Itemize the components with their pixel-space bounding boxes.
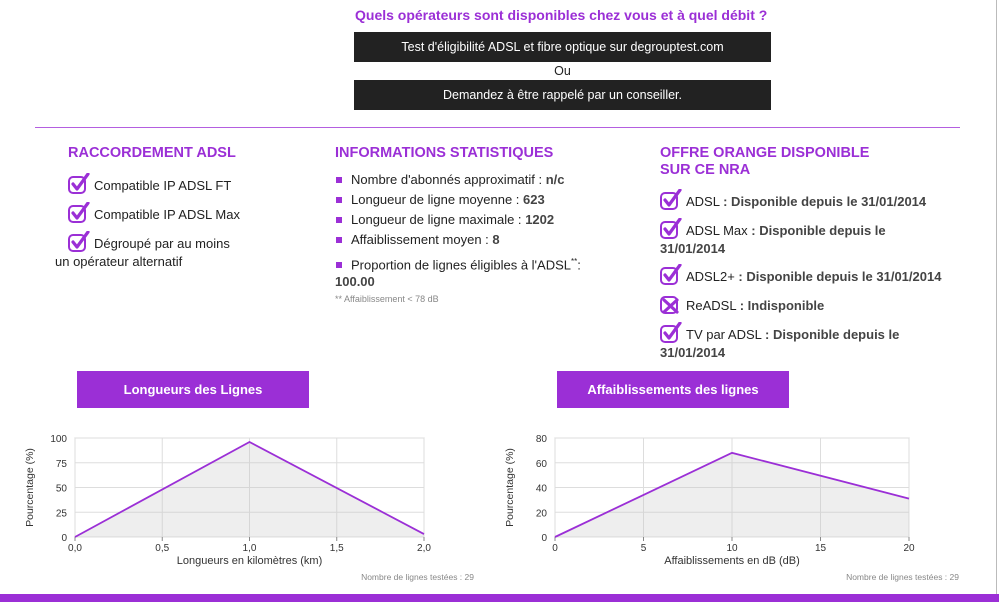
stat-sup: **	[571, 257, 578, 266]
offer-item: ADSL2+ : Disponible depuis le 31/01/2014	[660, 264, 941, 286]
area	[75, 441, 424, 537]
y-axis-label: Pourcentage (%)	[24, 448, 36, 527]
divider	[35, 127, 960, 128]
stat: Longueur de ligne moyenne : 623	[335, 191, 595, 208]
x-tick-label: 1,5	[330, 543, 344, 554]
x-tick-label: 1,0	[243, 543, 257, 554]
y-tick-label: 50	[56, 484, 68, 495]
chart-note: Nombre de lignes testées : 29	[361, 572, 474, 582]
y-tick-label: 0	[61, 533, 67, 544]
x-axis-label: Longueurs en kilomètres (km)	[177, 555, 323, 567]
feature-text: Dégroupé par au moins un opérateur alter…	[55, 236, 230, 269]
feature: Compatible IP ADSL Max	[55, 202, 240, 224]
offer-item: ReADSL : Indisponible	[660, 293, 908, 315]
title-line: SUR CE NRA	[660, 162, 751, 178]
footer-bar	[0, 594, 999, 602]
stat-label: Nombre d'abonnés approximatif :	[351, 172, 543, 187]
section-title: RACCORDEMENT ADSL	[68, 145, 236, 161]
title-line: OFFRE ORANGE DISPONIBLE	[660, 145, 870, 161]
stat-label: Longueur de ligne maximale :	[351, 212, 522, 227]
x-tick-label: 0	[552, 543, 558, 554]
cross-icon	[660, 293, 682, 315]
chart-title: Longueurs des Lignes	[124, 382, 263, 397]
question: Quels opérateurs sont disponibles chez v…	[355, 7, 768, 23]
check-icon	[68, 173, 90, 195]
x-tick-label: 0,5	[155, 543, 169, 554]
offer-status: : Disponible depuis le 31/01/2014	[723, 194, 927, 209]
x-tick-label: 20	[903, 543, 915, 554]
y-tick-label: 0	[541, 533, 547, 544]
check-icon	[68, 202, 90, 224]
x-tick-label: 2,0	[417, 543, 431, 554]
stat-value: 1202	[525, 212, 555, 227]
line	[554, 451, 910, 538]
feature-text: Compatible IP ADSL Max	[94, 207, 240, 222]
check-icon	[68, 231, 90, 253]
offer-name: TV par ADSL	[686, 327, 762, 342]
stat: Nombre d'abonnés approximatif : n/c	[335, 171, 595, 188]
stat-value: n/c	[545, 172, 565, 187]
offer-status: : Disponible depuis le 31/01/2014	[660, 327, 900, 360]
feature: Dégroupé par au moins un opérateur alter…	[55, 231, 240, 270]
stat: Longueur de ligne maximale : 1202	[335, 211, 595, 228]
title-box	[77, 371, 309, 408]
offer-status: : Disponible depuis le 31/01/2014	[660, 223, 886, 256]
stat-value: 100.00	[335, 274, 375, 290]
y-tick-label: 25	[56, 508, 68, 519]
section-title: INFORMATIONS STATISTIQUES	[335, 145, 554, 161]
offer-item: ADSL : Disponible depuis le 31/01/2014	[660, 189, 926, 211]
chart-note: Nombre de lignes testées : 29	[846, 572, 959, 582]
check-icon	[660, 218, 682, 240]
x-tick-label: 0,0	[68, 543, 82, 554]
x-tick-label: 5	[641, 543, 647, 554]
eligibility-button[interactable]: Test d'éligibilité ADSL et fibre optique…	[354, 32, 771, 62]
area	[555, 452, 909, 537]
stat-label: Proportion de lignes éligibles à l'ADSL	[351, 257, 571, 273]
stats: INFORMATIONS STATISTIQUES Nombre d'abonn…	[335, 145, 595, 304]
stat: Affaiblissement moyen : 8	[335, 231, 595, 248]
separator: Ou	[554, 64, 571, 78]
stat-label: Longueur de ligne moyenne :	[351, 192, 520, 207]
x-tick-label: 15	[815, 543, 827, 554]
x-axis-label: Affaiblissements en dB (dB)	[664, 555, 800, 567]
y-tick-label: 75	[56, 459, 68, 470]
offer-item: ADSL Max : Disponible depuis le 31/01/20…	[660, 218, 908, 257]
x-tick-label: 10	[726, 543, 738, 554]
edge	[996, 0, 997, 594]
y-tick-label: 40	[536, 484, 548, 495]
offer-name: ADSL2+	[686, 269, 735, 284]
footnote: ** Affaiblissement < 78 dB	[335, 294, 439, 305]
check-icon	[660, 264, 682, 286]
y-tick-label: 60	[536, 459, 548, 470]
y-tick-label: 20	[536, 508, 548, 519]
y-axis-label: Pourcentage (%)	[504, 448, 516, 527]
offer-status: : Indisponible	[739, 298, 825, 313]
feature: Compatible IP ADSL FT	[55, 173, 240, 195]
offer-name: ADSL	[686, 194, 720, 209]
check-icon	[660, 189, 682, 211]
offer-item: TV par ADSL : Disponible depuis le 31/01…	[660, 322, 908, 361]
chart-title: Affaiblissements des lignes	[587, 382, 758, 397]
stat-label: Affaiblissement moyen :	[351, 232, 489, 247]
offer: OFFRE ORANGE DISPONIBLE SUR CE NRA ADSL :…	[660, 145, 941, 368]
line	[74, 440, 425, 538]
offer-name: ReADSL	[686, 298, 737, 313]
section-title: OFFRE ORANGE DISPONIBLE SUR CE NRA	[660, 145, 908, 179]
title-box	[557, 371, 789, 408]
raccordement: RACCORDEMENT ADSL Compatible IP ADSL FT …	[55, 145, 240, 277]
stat-value: 623	[523, 192, 545, 207]
y-tick-label: 100	[50, 434, 67, 445]
check-icon	[660, 322, 682, 344]
callback-button[interactable]: Demandez à être rappelé par un conseille…	[354, 80, 771, 110]
offer-status: : Disponible depuis le 31/01/2014	[738, 269, 942, 284]
feature-text: Compatible IP ADSL FT	[94, 178, 232, 193]
y-tick-label: 80	[536, 434, 548, 445]
stat-suffix: :	[577, 257, 581, 273]
offer-name: ADSL Max	[686, 223, 748, 238]
stat-value: 8	[492, 232, 500, 247]
stat: Proportion de lignes éligibles à l'ADSL*…	[335, 253, 595, 290]
